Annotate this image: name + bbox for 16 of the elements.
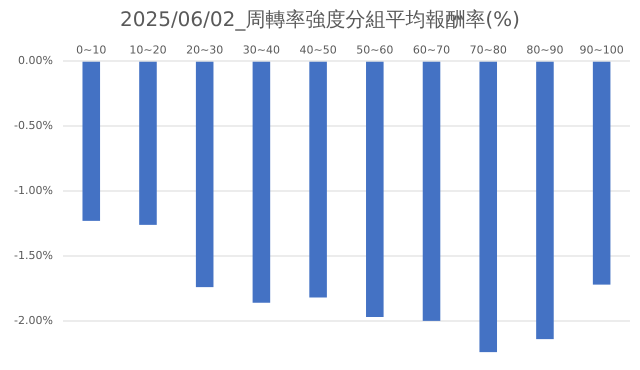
y-tick-label: -1.00% <box>14 184 53 197</box>
y-tick-label: 0.00% <box>18 54 53 68</box>
x-tick-label: 30~40 <box>242 43 280 56</box>
x-tick-label: 90~100 <box>580 43 624 56</box>
y-tick-label: -2.00% <box>14 314 53 327</box>
x-tick-label: 20~30 <box>186 43 224 56</box>
x-tick-label: 40~50 <box>299 43 337 56</box>
x-tick-label: 10~20 <box>129 43 167 56</box>
y-tick-label: -1.50% <box>14 248 53 262</box>
y-tick-label: -0.50% <box>14 118 53 132</box>
x-tick-label: 0~10 <box>76 43 106 56</box>
x-tick-label: 50~60 <box>356 43 394 56</box>
x-tick-label: 70~80 <box>470 43 507 56</box>
chart-title: 2025/06/02_周轉率強度分組平均報酬率(%) <box>119 6 521 33</box>
x-tick-label: 80~90 <box>526 43 564 56</box>
x-tick-label: 60~70 <box>412 43 450 56</box>
